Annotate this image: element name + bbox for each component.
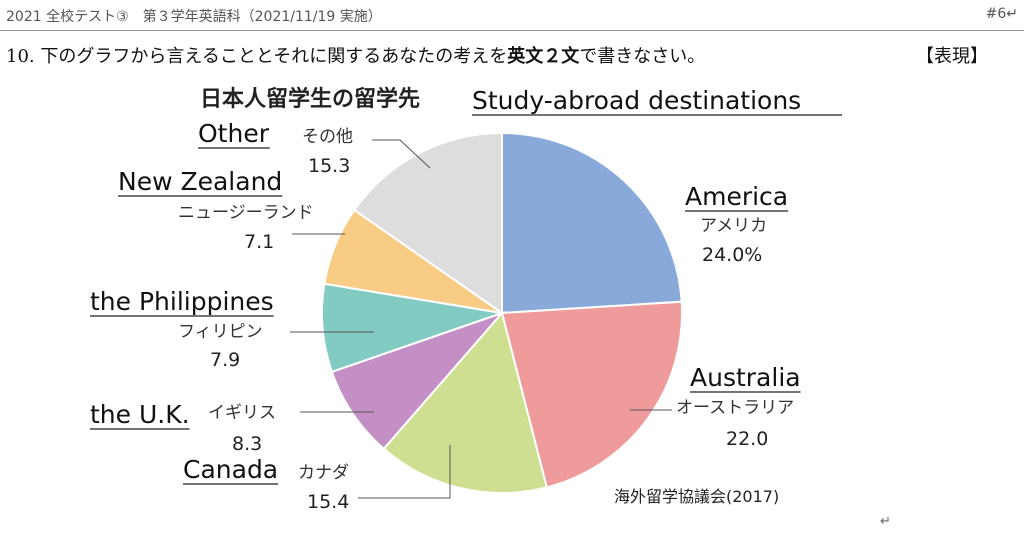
pie-slice-2: [382, 310, 548, 494]
slice-label-ja-5: ニュージーランド: [178, 203, 314, 223]
question-text: 10. 下のグラフから言えることとそれに関するあなたの考えを英文２文で書きなさい…: [6, 42, 705, 68]
question-tag: 【表現】: [916, 46, 988, 67]
slice-labels: America アメリカ 24.0% Australia オーストラリア 22.0 Cana…: [90, 119, 801, 513]
leader-line-6: [372, 139, 431, 169]
slice-label-ja-3: イギリス: [208, 403, 276, 423]
pie-slices: [321, 131, 683, 494]
question-body-before: 下のグラフから言えることとそれに関するあなたの考えを: [40, 46, 508, 67]
slice-label-ja-4: フィリピン: [178, 322, 263, 342]
slice-label-en-0: America: [685, 182, 788, 211]
slice-value-3: 8.3: [232, 433, 262, 455]
header-title: 2021 全校テスト③ 第３学年英語科（2021/11/19 実施）: [6, 9, 382, 25]
pie-slice-0: [501, 131, 683, 315]
slice-label-en-5: New Zealand: [118, 167, 282, 196]
source-note: 海外留学協議会(2017): [614, 487, 779, 506]
pie-slice-1: [500, 300, 683, 489]
slice-value-4: 7.9: [210, 349, 240, 371]
page-number: #6↵: [985, 6, 1018, 22]
pie-slice-6: [353, 131, 503, 315]
question-emphasis: 英文２文: [507, 46, 580, 67]
slice-label-en-6: Other: [198, 119, 270, 148]
slice-value-1: 22.0: [726, 428, 768, 450]
slice-label-ja-2: カナダ: [298, 463, 349, 483]
slice-label-en-2: Canada: [183, 455, 278, 484]
paragraph-mark: ↵: [880, 514, 891, 529]
slice-label-en-3: the U.K.: [90, 400, 190, 429]
slice-value-2: 15.4: [307, 491, 349, 513]
slice-label-ja-0: アメリカ: [700, 216, 767, 236]
slice-value-6: 15.3: [308, 155, 350, 177]
slice-label-ja-1: オーストラリア: [676, 398, 794, 418]
slice-value-0: 24.0%: [702, 244, 762, 266]
slice-label-en-1: Australia: [690, 363, 801, 392]
chart-title-en: Study-abroad destinations: [472, 86, 801, 115]
question-body-after: で書きなさい。: [579, 46, 706, 67]
chart-title-ja: 日本人留学生の留学先: [200, 86, 420, 112]
question-number: 10.: [6, 46, 35, 67]
slice-label-ja-6: その他: [302, 127, 353, 147]
page-header: 2021 全校テスト③ 第３学年英語科（2021/11/19 実施） #6↵: [0, 0, 1024, 31]
leader-lines: [290, 139, 672, 499]
leader-line-2: [358, 445, 451, 499]
slice-label-en-4: the Philippines: [90, 287, 274, 316]
pie-slice-3: [330, 310, 506, 451]
slice-value-5: 7.1: [244, 231, 274, 253]
